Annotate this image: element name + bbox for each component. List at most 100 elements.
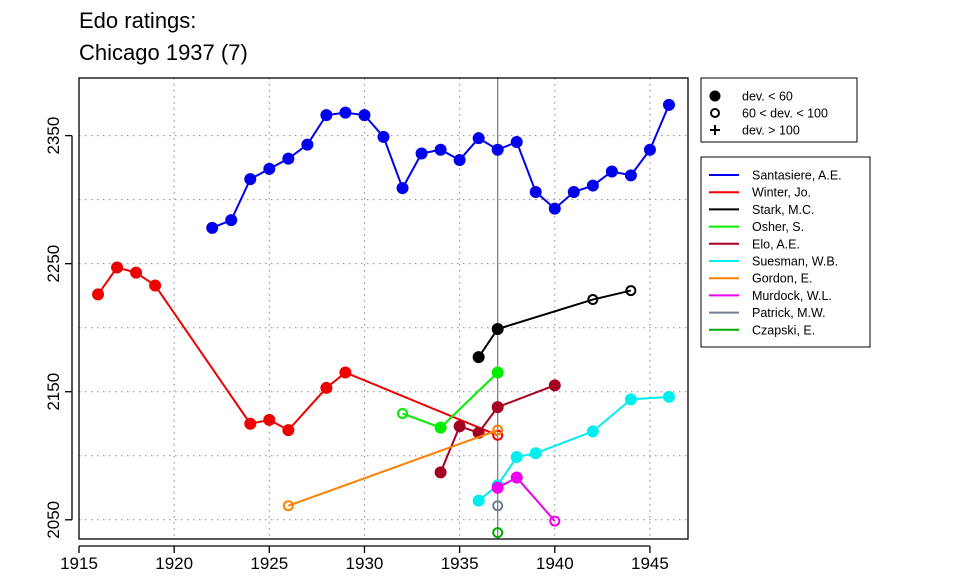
- series-stark-m-c: [472, 285, 637, 364]
- data-point: [397, 408, 409, 420]
- data-point: [491, 366, 504, 379]
- series-patrick-m-w: [492, 500, 504, 512]
- legend-marker-filled: [709, 90, 721, 102]
- x-tick-label: 1940: [536, 554, 574, 573]
- data-point: [529, 447, 542, 460]
- data-point: [415, 147, 428, 160]
- data-point: [567, 185, 580, 198]
- data-point: [130, 266, 143, 279]
- legend-label: Czapski, E.: [752, 323, 815, 337]
- series-czapski-e: [492, 527, 504, 539]
- data-point: [320, 109, 333, 122]
- marker-legend-label: dev. > 100: [742, 124, 800, 138]
- x-tick-label: 1915: [60, 554, 98, 573]
- legend-marker-plus: [710, 125, 720, 135]
- y-tick-label: 2050: [44, 501, 63, 539]
- data-point: [492, 500, 504, 512]
- legend-label: Murdock, W.L.: [752, 289, 832, 303]
- legend-label: Suesman, W.B.: [752, 255, 838, 269]
- marker-legend: dev. < 60 60 < dev. < 100 dev. > 100: [700, 77, 858, 143]
- legend-label: Patrick, M.W.: [752, 306, 826, 320]
- x-tick-label: 1930: [346, 554, 384, 573]
- legend-label: Santasiere, A.E.: [752, 169, 842, 183]
- data-point: [491, 322, 504, 335]
- legend-label: Winter, Jo.: [752, 186, 811, 200]
- data-point: [320, 381, 333, 394]
- legend-label: Stark, M.C.: [752, 203, 815, 217]
- data-point: [491, 401, 504, 414]
- legend-label: Osher, S.: [752, 220, 804, 234]
- data-point: [434, 143, 447, 156]
- series-line: [97, 266, 499, 437]
- data-point: [549, 515, 561, 527]
- data-point: [206, 221, 219, 234]
- data-point: [92, 288, 105, 301]
- data-point: [586, 179, 599, 192]
- x-tick-label: 1925: [250, 554, 288, 573]
- data-point: [586, 425, 599, 438]
- data-point: [282, 424, 295, 437]
- data-point: [225, 214, 238, 227]
- data-point: [339, 366, 352, 379]
- series-line: [478, 395, 670, 502]
- y-tick-label: 2250: [44, 245, 63, 283]
- data-point: [510, 451, 523, 464]
- data-point: [605, 165, 618, 178]
- legend-label: Gordon, E.: [752, 272, 812, 286]
- plot-frame: [78, 77, 689, 540]
- series-gordon-e: [282, 424, 504, 512]
- series-line: [288, 429, 499, 507]
- data-point: [548, 202, 561, 215]
- marker-legend-box: [700, 77, 858, 143]
- data-point: [434, 466, 447, 479]
- series-line: [497, 476, 556, 522]
- data-point: [624, 169, 637, 182]
- marker-legend-label: dev. < 60: [742, 90, 793, 104]
- data-point: [492, 527, 504, 539]
- data-point: [358, 109, 371, 122]
- series-osher-s: [397, 366, 504, 434]
- data-point: [587, 294, 599, 306]
- legend-label: Elo, A.E.: [752, 237, 800, 251]
- x-tick-label: 1935: [441, 554, 479, 573]
- data-point: [282, 152, 295, 165]
- data-point: [643, 143, 656, 156]
- data-point: [111, 261, 124, 274]
- data-point: [472, 351, 485, 364]
- data-point: [625, 285, 637, 297]
- y-tick-label: 2150: [44, 373, 63, 411]
- data-point: [453, 420, 466, 433]
- data-point: [263, 413, 276, 426]
- data-point: [510, 136, 523, 149]
- data-point: [624, 393, 637, 406]
- series-line: [402, 371, 499, 429]
- data-point: [491, 143, 504, 156]
- data-point: [492, 424, 504, 436]
- series-winter-jo: [92, 261, 504, 441]
- data-point: [491, 481, 504, 494]
- series-line: [211, 104, 670, 229]
- data-point: [377, 130, 390, 143]
- data-point: [548, 379, 561, 392]
- series-layer: [92, 98, 675, 539]
- data-point: [339, 106, 352, 119]
- data-point: [301, 138, 314, 151]
- data-point: [282, 500, 294, 512]
- data-point: [263, 162, 276, 175]
- data-point: [472, 494, 485, 507]
- data-point: [434, 421, 447, 434]
- data-point: [453, 153, 466, 166]
- series-santasiere-a-e: [206, 98, 675, 234]
- series-legend: Santasiere, A.E. Winter, Jo. Stark, M.C. Os…: [700, 156, 871, 348]
- data-point: [510, 471, 523, 484]
- chart-subtitle: Chicago 1937 (7): [79, 40, 248, 65]
- marker-legend-label: 60 < dev. < 100: [742, 107, 828, 121]
- data-point: [149, 279, 162, 292]
- x-tick-label: 1920: [155, 554, 193, 573]
- series-legend-box: [700, 156, 871, 348]
- data-point: [529, 185, 542, 198]
- axes: 1915 1920 1925 1930 1935 1940 1945 2050 2150 2250…: [44, 117, 669, 573]
- data-point: [244, 417, 257, 430]
- data-point: [662, 390, 675, 403]
